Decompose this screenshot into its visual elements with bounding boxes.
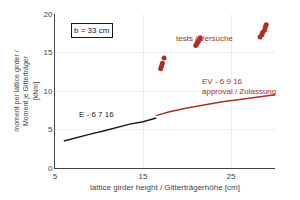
svg-text:25: 25 [227, 172, 236, 181]
svg-text:moment per lattice girder /Mom: moment per lattice girder /Moment je Git… [13, 50, 39, 131]
svg-text:5: 5 [48, 125, 53, 134]
svg-text:E - 6 7 16: E - 6 7 16 [79, 110, 114, 119]
svg-text:approval / Zulassung: approval / Zulassung [202, 87, 276, 96]
svg-text:tests / Versuche: tests / Versuche [176, 34, 233, 43]
svg-text:20: 20 [43, 10, 52, 19]
svg-text:15: 15 [43, 48, 52, 57]
svg-text:EV - 6 9 16: EV - 6 9 16 [202, 77, 243, 86]
svg-text:15: 15 [139, 172, 148, 181]
svg-text:5: 5 [53, 172, 58, 181]
svg-text:lattice girder height / Gitter: lattice girder height / Gitterträgerhöhe… [90, 183, 240, 192]
svg-text:b = 33 cm: b = 33 cm [74, 26, 110, 35]
svg-text:10: 10 [43, 87, 52, 96]
svg-text:0: 0 [48, 164, 53, 173]
